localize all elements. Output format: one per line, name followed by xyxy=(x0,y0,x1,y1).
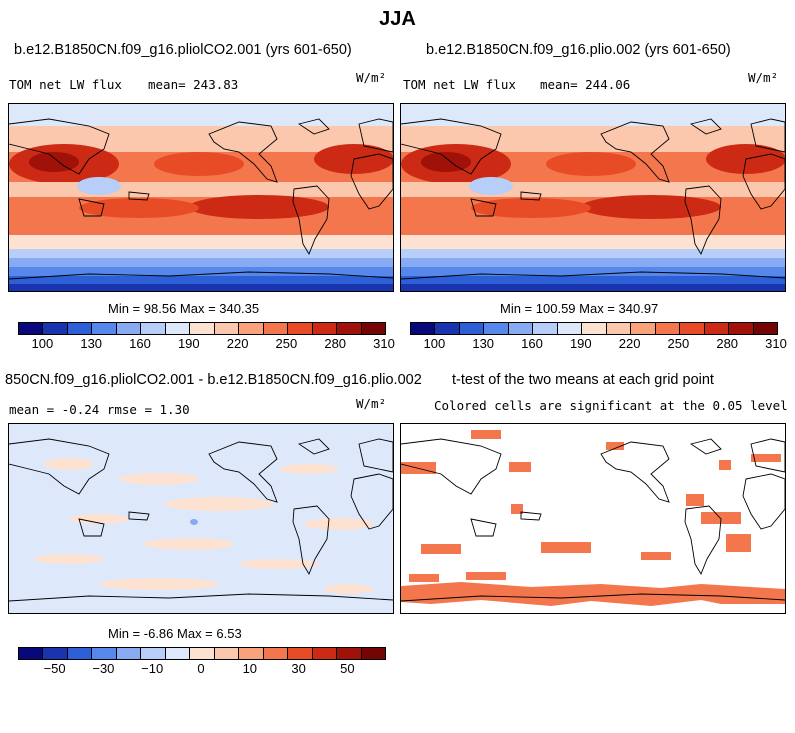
colorbar-tick-label: 310 xyxy=(765,336,787,351)
colorbar-swatch xyxy=(141,648,166,659)
colorbar-swatch xyxy=(190,648,215,659)
colorbar-swatch xyxy=(484,323,509,334)
colorbar-swatch xyxy=(680,323,705,334)
panel3-colorbar-ticks: −50 −30 −10 0 10 30 50 xyxy=(18,661,384,677)
colorbar-tick-label: −10 xyxy=(141,661,164,676)
colorbar-swatch xyxy=(116,323,142,334)
colorbar-tick-label: 190 xyxy=(177,336,200,351)
colorbar-swatch xyxy=(19,323,44,334)
colorbar-swatch xyxy=(557,323,583,334)
colorbar-swatch xyxy=(141,323,166,334)
colorbar-swatch xyxy=(92,323,117,334)
colorbar-swatch xyxy=(361,323,386,334)
colorbar-swatch xyxy=(533,323,558,334)
colorbar-swatch xyxy=(459,323,485,334)
panel3-minmax: Min = -6.86 Max = 6.53 xyxy=(108,626,242,641)
panel1-minmax: Min = 98.56 Max = 340.35 xyxy=(108,301,260,316)
colorbar-swatch xyxy=(361,648,386,659)
panel3-stats-label: mean = -0.24 rmse = 1.30 xyxy=(9,402,190,417)
panel4-subtitle: Colored cells are significant at the 0.0… xyxy=(434,398,788,413)
colorbar-swatch xyxy=(288,648,313,659)
panel3-difference-map xyxy=(8,423,394,614)
colorbar-tick-label: 100 xyxy=(31,336,54,351)
colorbar-swatch xyxy=(288,323,313,334)
panel1-lw-flux-map xyxy=(8,103,394,292)
colorbar-tick-label: 50 xyxy=(340,661,355,676)
colorbar-tick-label: 220 xyxy=(618,336,641,351)
panel2-units: W/m² xyxy=(748,70,779,85)
figure-title: JJA xyxy=(379,8,416,30)
panel2-mean-label: mean= 244.06 xyxy=(540,77,631,92)
colorbar-tick-label: 0 xyxy=(197,661,205,676)
panel1-colorbar-ticks: 100 130 160 190 220 250 280 310 xyxy=(18,336,395,352)
panel1-variable-label: TOM net LW flux xyxy=(9,77,122,92)
colorbar-swatch xyxy=(582,323,607,334)
colorbar-tick-label: 220 xyxy=(226,336,249,351)
colorbar-swatch xyxy=(312,648,338,659)
colorbar-swatch xyxy=(116,648,142,659)
colorbar-tick-label: 250 xyxy=(275,336,298,351)
colorbar-swatch xyxy=(239,648,264,659)
panel2-colorbar-ticks: 100 130 160 190 220 250 280 310 xyxy=(410,336,787,352)
colorbar-swatch xyxy=(312,323,338,334)
colorbar-swatch xyxy=(337,323,362,334)
panel2-minmax: Min = 100.59 Max = 340.97 xyxy=(500,301,659,316)
colorbar-swatch xyxy=(263,648,289,659)
panel1-title: b.e12.B1850CN.f09_g16.pliolCO2.001 (yrs … xyxy=(14,42,352,58)
colorbar-tick-label: −30 xyxy=(92,661,115,676)
colorbar-swatch xyxy=(411,323,436,334)
colorbar-swatch xyxy=(165,648,191,659)
colorbar-swatch xyxy=(337,648,362,659)
colorbar-swatch xyxy=(92,648,117,659)
colorbar-swatch xyxy=(165,323,191,334)
panel1-units: W/m² xyxy=(356,70,387,85)
colorbar-swatch xyxy=(43,323,68,334)
panel4-title: t-test of the two means at each grid poi… xyxy=(452,372,714,388)
panel2-colorbar xyxy=(410,322,778,335)
colorbar-swatch xyxy=(43,648,68,659)
panel2-title: b.e12.B1850CN.f09_g16.plio.002 (yrs 601-… xyxy=(426,42,731,58)
colorbar-swatch xyxy=(67,648,93,659)
colorbar-tick-label: −50 xyxy=(43,661,66,676)
panel3-colorbar xyxy=(18,647,386,660)
colorbar-tick-label: 280 xyxy=(716,336,739,351)
colorbar-tick-label: 160 xyxy=(521,336,543,351)
colorbar-swatch xyxy=(214,323,240,334)
colorbar-tick-label: 160 xyxy=(129,336,151,351)
colorbar-swatch xyxy=(631,323,656,334)
colorbar-swatch xyxy=(753,323,778,334)
panel3-title: 850CN.f09_g16.pliolCO2.001 - b.e12.B1850… xyxy=(5,372,422,388)
colorbar-swatch xyxy=(214,648,240,659)
colorbar-swatch xyxy=(606,323,632,334)
colorbar-tick-label: 280 xyxy=(324,336,347,351)
panel2-lw-flux-map xyxy=(400,103,786,292)
colorbar-swatch xyxy=(67,323,93,334)
colorbar-swatch xyxy=(190,323,215,334)
colorbar-tick-label: 100 xyxy=(423,336,446,351)
colorbar-swatch xyxy=(239,323,264,334)
panel1-mean-label: mean= 243.83 xyxy=(148,77,239,92)
panel1-colorbar xyxy=(18,322,386,335)
colorbar-swatch xyxy=(729,323,754,334)
panel4-significance-map xyxy=(400,423,786,614)
panel3-units: W/m² xyxy=(356,396,387,411)
colorbar-tick-label: 10 xyxy=(242,661,258,676)
colorbar-swatch xyxy=(19,648,44,659)
colorbar-tick-label: 130 xyxy=(472,336,495,351)
panel2-variable-label: TOM net LW flux xyxy=(403,77,516,92)
colorbar-swatch xyxy=(263,323,289,334)
colorbar-swatch xyxy=(704,323,730,334)
colorbar-tick-label: 190 xyxy=(569,336,592,351)
colorbar-tick-label: 130 xyxy=(80,336,103,351)
colorbar-swatch xyxy=(655,323,681,334)
colorbar-swatch xyxy=(435,323,460,334)
colorbar-tick-label: 30 xyxy=(291,661,306,676)
colorbar-tick-label: 250 xyxy=(667,336,690,351)
colorbar-tick-label: 310 xyxy=(373,336,395,351)
colorbar-swatch xyxy=(508,323,534,334)
